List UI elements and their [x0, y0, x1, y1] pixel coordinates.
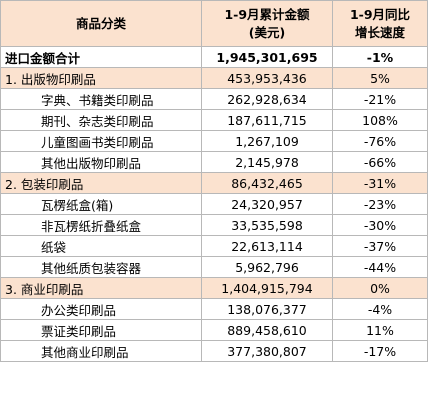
row-growth: -17% — [332, 340, 428, 362]
row-growth: -44% — [332, 256, 428, 278]
header-growth-line1: 1-9月同比 — [349, 6, 411, 22]
import-table: 商品分类 1-9月累计金额 (美元) 1-9月同比 增长速度 进口金额合计 1,… — [0, 0, 428, 362]
row-amount: 1,267,109 — [201, 130, 333, 152]
row-amount: 22,613,114 — [201, 235, 333, 257]
table-row: 期刊、杂志类印刷品 187,611,715 108% — [0, 109, 428, 131]
total-amount: 1,945,301,695 — [201, 46, 333, 68]
table-row: 3. 商业印刷品 1,404,915,794 0% — [0, 277, 428, 299]
row-amount: 2,145,978 — [201, 151, 333, 173]
row-label: 1. 出版物印刷品 — [0, 67, 202, 89]
row-label: 其他纸质包装容器 — [0, 256, 202, 278]
row-label: 儿童图画书类印刷品 — [0, 130, 202, 152]
row-growth: 108% — [332, 109, 428, 131]
row-label: 瓦楞纸盒(箱) — [0, 193, 202, 215]
table-row: 其他出版物印刷品 2,145,978 -66% — [0, 151, 428, 173]
header-amount: 1-9月累计金额 (美元) — [201, 0, 333, 47]
row-growth: 0% — [332, 277, 428, 299]
row-growth: -31% — [332, 172, 428, 194]
table-row: 票证类印刷品 889,458,610 11% — [0, 319, 428, 341]
row-amount: 5,962,796 — [201, 256, 333, 278]
row-growth: -76% — [332, 130, 428, 152]
total-label: 进口金额合计 — [0, 46, 202, 68]
row-growth: -21% — [332, 88, 428, 110]
row-label: 票证类印刷品 — [0, 319, 202, 341]
header-category-label: 商品分类 — [75, 15, 126, 31]
row-amount: 377,380,807 — [201, 340, 333, 362]
row-label: 纸袋 — [0, 235, 202, 257]
total-growth: -1% — [332, 46, 428, 68]
header-category: 商品分类 — [0, 0, 202, 47]
row-growth: -4% — [332, 298, 428, 320]
table-row: 1. 出版物印刷品 453,953,436 5% — [0, 67, 428, 89]
row-label: 非瓦楞纸折叠纸盒 — [0, 214, 202, 236]
row-label: 其他商业印刷品 — [0, 340, 202, 362]
row-label: 2. 包装印刷品 — [0, 172, 202, 194]
row-amount: 86,432,465 — [201, 172, 333, 194]
row-label: 其他出版物印刷品 — [0, 151, 202, 173]
row-amount: 1,404,915,794 — [201, 277, 333, 299]
header-growth: 1-9月同比 增长速度 — [332, 0, 428, 47]
row-growth: -66% — [332, 151, 428, 173]
header-growth-line2: 增长速度 — [354, 24, 405, 40]
row-growth: 5% — [332, 67, 428, 89]
table-row: 2. 包装印刷品 86,432,465 -31% — [0, 172, 428, 194]
table-row: 儿童图画书类印刷品 1,267,109 -76% — [0, 130, 428, 152]
row-label: 3. 商业印刷品 — [0, 277, 202, 299]
row-amount: 24,320,957 — [201, 193, 333, 215]
row-growth: 11% — [332, 319, 428, 341]
row-amount: 33,535,598 — [201, 214, 333, 236]
table-header-row: 商品分类 1-9月累计金额 (美元) 1-9月同比 增长速度 — [0, 0, 428, 47]
table-row: 办公类印刷品 138,076,377 -4% — [0, 298, 428, 320]
row-growth: -23% — [332, 193, 428, 215]
row-amount: 138,076,377 — [201, 298, 333, 320]
table-row: 其他纸质包装容器 5,962,796 -44% — [0, 256, 428, 278]
table-row: 纸袋 22,613,114 -37% — [0, 235, 428, 257]
table-row: 其他商业印刷品 377,380,807 -17% — [0, 340, 428, 362]
row-growth: -37% — [332, 235, 428, 257]
row-amount: 453,953,436 — [201, 67, 333, 89]
header-amount-line1: 1-9月累计金额 — [224, 6, 310, 22]
header-amount-line2: (美元) — [248, 24, 286, 40]
row-amount: 889,458,610 — [201, 319, 333, 341]
row-label: 办公类印刷品 — [0, 298, 202, 320]
row-amount: 187,611,715 — [201, 109, 333, 131]
table-row: 字典、书籍类印刷品 262,928,634 -21% — [0, 88, 428, 110]
row-growth: -30% — [332, 214, 428, 236]
row-amount: 262,928,634 — [201, 88, 333, 110]
row-label: 期刊、杂志类印刷品 — [0, 109, 202, 131]
total-row: 进口金额合计 1,945,301,695 -1% — [0, 46, 428, 68]
table-row: 瓦楞纸盒(箱) 24,320,957 -23% — [0, 193, 428, 215]
row-label: 字典、书籍类印刷品 — [0, 88, 202, 110]
table-row: 非瓦楞纸折叠纸盒 33,535,598 -30% — [0, 214, 428, 236]
